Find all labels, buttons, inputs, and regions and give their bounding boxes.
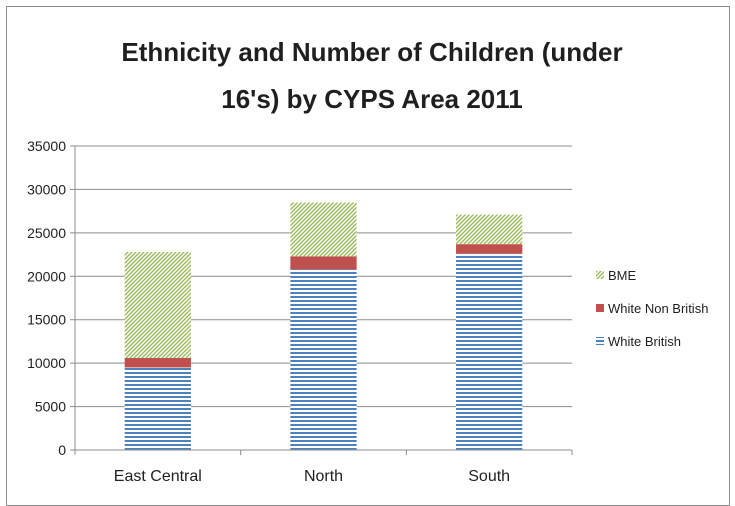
axes: 0 5000 10000 15000 20000 25000 30000 35000 East … — [27, 138, 573, 485]
x-category-label: North — [304, 468, 343, 485]
legend-swatch — [596, 304, 604, 312]
legend-swatch — [596, 337, 604, 345]
y-tick-label: 35000 — [27, 138, 66, 154]
x-category-label: South — [468, 468, 510, 485]
bar-segment-white-non-british — [290, 256, 357, 270]
x-category-label: East Central — [114, 468, 202, 485]
legend-label: BME — [608, 268, 637, 283]
legend: BME White Non British White British — [596, 268, 708, 349]
legend-label: White British — [608, 334, 681, 349]
bar-segment-bme — [124, 251, 191, 358]
bar-segment-white-british — [456, 253, 523, 450]
bar-segment-bme — [290, 202, 357, 257]
y-tick-label: 30000 — [27, 181, 66, 197]
y-tick-label: 25000 — [27, 225, 66, 241]
chart-title-line-1: Ethnicity and Number of Children (under — [121, 37, 622, 67]
chart-title-line-2: 16's) by CYPS Area 2011 — [221, 84, 523, 114]
bar-segment-white-non-british — [456, 244, 523, 254]
y-tick-label: 10000 — [27, 355, 66, 371]
y-tick-label: 0 — [58, 442, 66, 458]
bar-segment-bme — [456, 214, 523, 245]
bars — [124, 202, 523, 450]
y-tick-label: 5000 — [35, 399, 66, 415]
y-tick-label: 15000 — [27, 312, 66, 328]
legend-swatch — [596, 271, 604, 279]
y-tick-label: 20000 — [27, 268, 66, 284]
bar-segment-white-british — [290, 269, 357, 450]
bar-segment-white-non-british — [124, 357, 191, 368]
bar-segment-white-british — [124, 367, 191, 450]
legend-label: White Non British — [608, 301, 708, 316]
stacked-bar-chart: Ethnicity and Number of Children (under … — [27, 37, 708, 485]
